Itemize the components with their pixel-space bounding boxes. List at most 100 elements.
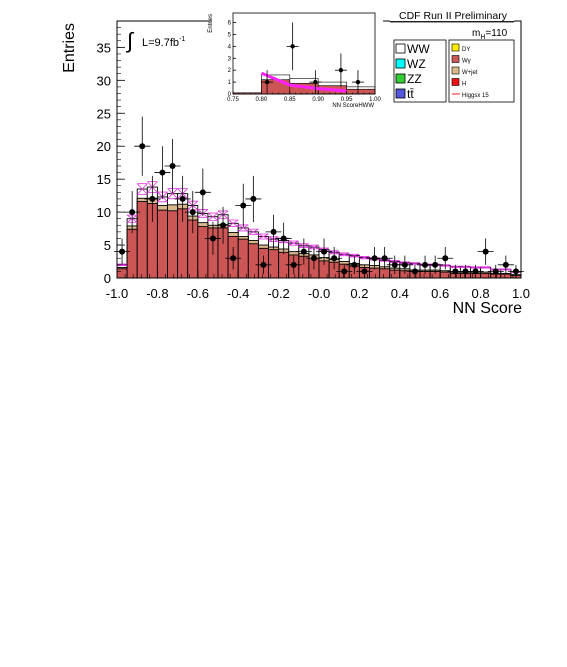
x-tick-label: 0.4 bbox=[391, 286, 409, 301]
higgs-mass-prefix: m bbox=[472, 28, 480, 39]
luminosity-integral: ∫ bbox=[125, 28, 135, 53]
legend-swatch bbox=[395, 58, 406, 69]
y-tick-label: 15 bbox=[97, 172, 111, 187]
higgs-mass-value: =110 bbox=[485, 28, 507, 39]
legend-label: DY bbox=[462, 47, 470, 53]
higgs-mass-label: mH=110 bbox=[472, 28, 508, 41]
x-tick-label: -0.8 bbox=[146, 286, 168, 301]
data-point bbox=[422, 261, 429, 268]
y-tick-label: 3 bbox=[228, 56, 232, 62]
y-tick-label: 30 bbox=[97, 73, 111, 88]
data-point bbox=[502, 261, 509, 268]
data-point bbox=[290, 44, 295, 49]
x-tick-label: -0.0 bbox=[308, 286, 330, 301]
inset-plot: 0.75 0.80 0.85 0.90 0.95 1.00 0 1 2 3 4 5 6 Entries… bbox=[208, 9, 383, 109]
y-tick-label: 35 bbox=[97, 40, 111, 55]
higgs-mass-subscript: H bbox=[480, 34, 485, 41]
data-point bbox=[338, 67, 344, 73]
data-point bbox=[361, 268, 368, 275]
data-point bbox=[371, 255, 378, 262]
data-point bbox=[313, 79, 318, 85]
x-tick-label: 0.8 bbox=[472, 286, 490, 301]
data-point bbox=[280, 235, 287, 242]
data-point bbox=[209, 235, 216, 242]
y-tick-label: 6 bbox=[228, 21, 232, 27]
inset-x-axis: 0.75 0.80 0.85 0.90 0.95 1.00 bbox=[227, 91, 381, 103]
data-point bbox=[250, 195, 257, 202]
y-tick-label: 0 bbox=[228, 92, 232, 98]
x-axis-title: NN Score bbox=[453, 300, 522, 317]
y-tick-label: 1 bbox=[228, 80, 232, 86]
data-point bbox=[300, 248, 307, 255]
y-tick-label: 4 bbox=[228, 44, 232, 50]
bar-w- bbox=[167, 210, 179, 279]
data-point bbox=[129, 209, 136, 216]
data-point bbox=[472, 268, 479, 275]
luminosity-label: L=9.7fb-1 bbox=[142, 36, 185, 49]
legend: CDF Run II Preliminary mH=110 WWWZZZtt̄D… bbox=[390, 8, 515, 103]
data-point bbox=[452, 268, 459, 275]
bar-w- bbox=[197, 226, 209, 279]
bar-w- bbox=[379, 268, 391, 279]
title-box bbox=[390, 8, 514, 21]
uncertainty-band-bin bbox=[480, 266, 491, 269]
data-point bbox=[264, 79, 270, 85]
bar-w- bbox=[116, 268, 128, 279]
uncertainty-band-bin bbox=[339, 252, 350, 257]
legend-swatch bbox=[395, 88, 406, 99]
bar-w- bbox=[247, 243, 259, 279]
legend-swatch bbox=[451, 66, 460, 75]
legend-swatch bbox=[451, 43, 460, 52]
bar-w- bbox=[369, 267, 381, 279]
data-point bbox=[462, 268, 469, 275]
inset-y-axis: 0 1 2 3 4 5 6 bbox=[228, 21, 236, 98]
bar-w- bbox=[346, 88, 376, 95]
x-tick-label: 0.2 bbox=[350, 286, 368, 301]
bar-w- bbox=[156, 209, 168, 279]
legend-swatch bbox=[395, 73, 406, 84]
data-point bbox=[189, 209, 196, 216]
legend-label: tt̄ bbox=[407, 87, 414, 101]
uncertainty-band-bin bbox=[207, 212, 219, 221]
data-point bbox=[442, 255, 449, 262]
data-point bbox=[149, 195, 156, 202]
legend-swatch bbox=[451, 55, 460, 63]
uncertainty-band-bin bbox=[237, 224, 249, 232]
data-point bbox=[230, 255, 237, 262]
data-point bbox=[411, 268, 418, 275]
data-point bbox=[482, 248, 489, 255]
data-point bbox=[139, 143, 146, 150]
x-tick-label: -1.0 bbox=[106, 286, 128, 301]
data-point bbox=[331, 255, 338, 262]
legend-label: WW bbox=[407, 42, 430, 56]
data-point bbox=[341, 268, 348, 275]
chart-title: CDF Run II Preliminary bbox=[399, 10, 508, 22]
x-tick-label: 0.85 bbox=[284, 97, 296, 103]
data-point bbox=[159, 169, 166, 176]
data-point bbox=[310, 255, 317, 262]
legend-label: W+jet bbox=[462, 70, 478, 76]
x-tick-label: 0.90 bbox=[312, 97, 324, 103]
data-point bbox=[351, 261, 358, 268]
data-point bbox=[179, 195, 186, 202]
y-tick-label: 5 bbox=[228, 32, 232, 38]
x-tick-label: 0.6 bbox=[431, 286, 449, 301]
legend-label: Higgsx 15 bbox=[462, 93, 489, 99]
x-tick-label: -0.2 bbox=[267, 286, 289, 301]
bar-w- bbox=[480, 272, 492, 279]
data-point bbox=[199, 189, 206, 196]
y-tick-label: 20 bbox=[97, 139, 111, 154]
legend-box-right bbox=[448, 39, 515, 103]
legend-label: ZZ bbox=[407, 72, 422, 86]
x-tick-label: -0.6 bbox=[187, 286, 209, 301]
signal-line bbox=[260, 71, 347, 93]
uncertainty-band-bin bbox=[227, 219, 239, 227]
luminosity-value: L=9.7fb bbox=[142, 37, 179, 49]
data-point bbox=[432, 261, 439, 268]
x-tick-label: 0.80 bbox=[256, 97, 268, 103]
data-point bbox=[119, 248, 126, 255]
uncertainty-band-bin bbox=[288, 240, 299, 246]
legend-swatch bbox=[451, 78, 460, 86]
